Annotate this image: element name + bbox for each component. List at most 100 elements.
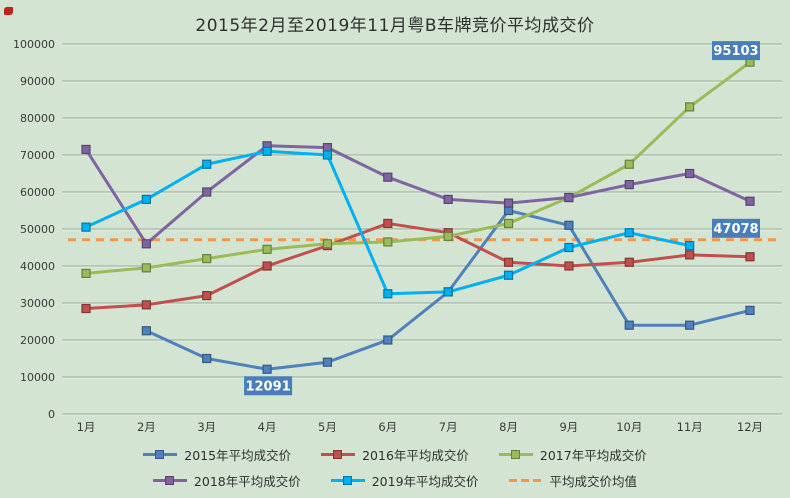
- data-point-2015年平均成交价: [624, 320, 634, 330]
- legend-item-2015: 2015年平均成交价: [143, 445, 291, 464]
- series-line-2016年平均成交价: [85, 221, 751, 311]
- data-point-2019年平均成交价: [624, 228, 634, 238]
- legend-row-1: 2015年平均成交价 2016年平均成交价 2017年平均成交价: [0, 445, 790, 464]
- x-axis-tick-label: 5月: [318, 420, 337, 434]
- data-point-2019年平均成交价: [262, 146, 272, 156]
- legend-label-2019: 2019年平均成交价: [371, 474, 479, 489]
- data-point-2016年平均成交价: [564, 261, 574, 271]
- data-point-2019年平均成交价: [81, 222, 91, 232]
- data-point-2017年平均成交价: [202, 254, 212, 264]
- data-point-2019年平均成交价: [564, 242, 574, 253]
- data-point-2018年平均成交价: [624, 180, 634, 190]
- data-point-2019年平均成交价: [141, 194, 151, 204]
- data-point-2015年平均成交价: [383, 335, 393, 345]
- data-point-2016年平均成交价: [503, 257, 514, 267]
- y-axis-tick-label: 100000: [13, 38, 55, 51]
- legend-swatch-2015-icon: [143, 450, 178, 459]
- series-line-2018年平均成交价: [84, 144, 751, 246]
- legend-swatch-average-icon: [508, 476, 543, 485]
- data-point-2017年平均成交价: [81, 268, 91, 278]
- x-axis-tick-label: 10月: [616, 420, 642, 434]
- data-label-12091: 12091: [245, 379, 290, 394]
- data-point-2016年平均成交价: [745, 252, 755, 262]
- data-label-95103: 95103: [713, 44, 758, 59]
- legend-item-2016: 2016年平均成交价: [321, 445, 469, 464]
- y-axis-tick-label: 40000: [20, 260, 55, 273]
- data-point-2015年平均成交价: [745, 305, 755, 315]
- x-axis-tick-label: 9月: [559, 420, 578, 434]
- data-point-2015年平均成交价: [141, 326, 151, 336]
- legend-swatch-2019-icon: [330, 476, 365, 485]
- legend-label-2016: 2016年平均成交价: [362, 448, 469, 463]
- legend-item-2018: 2018年平均成交价: [152, 471, 301, 490]
- data-point-2019年平均成交价: [685, 241, 695, 251]
- legend-label-average: 平均成交价均值: [549, 474, 638, 489]
- legend-label-2018: 2018年平均成交价: [193, 474, 301, 489]
- data-point-2015年平均成交价: [262, 364, 272, 374]
- legend-label-2017: 2017年平均成交价: [539, 448, 647, 463]
- y-axis-tick-label: 60000: [20, 186, 55, 199]
- y-axis-tick-label: 80000: [20, 112, 55, 125]
- data-point-2018年平均成交价: [81, 144, 91, 155]
- x-axis-tick-label: 8月: [499, 420, 518, 434]
- data-point-2015年平均成交价: [322, 357, 333, 367]
- data-point-2018年平均成交价: [141, 239, 151, 249]
- screen-recording-dot: [4, 7, 13, 15]
- data-point-2018年平均成交价: [564, 192, 574, 203]
- data-point-2018年平均成交价: [745, 196, 755, 206]
- x-axis-tick-label: 11月: [677, 420, 703, 434]
- data-point-2016年平均成交价: [141, 300, 151, 310]
- data-point-2019年平均成交价: [443, 287, 453, 297]
- x-axis-tick-label: 2月: [137, 420, 156, 434]
- y-axis-tick-label: 20000: [20, 334, 55, 347]
- chart-legend: 2015年平均成交价 2016年平均成交价 2017年平均成交价 2018年平均…: [0, 438, 790, 490]
- data-point-2019年平均成交价: [503, 270, 514, 280]
- data-point-2018年平均成交价: [202, 187, 212, 197]
- legend-swatch-2016-icon: [321, 450, 356, 459]
- data-point-2017年平均成交价: [503, 218, 514, 229]
- x-axis-tick-label: 7月: [439, 420, 458, 434]
- data-point-2019年平均成交价: [202, 159, 212, 169]
- data-point-2017年平均成交价: [141, 263, 151, 273]
- chart-title: 2015年2月至2019年11月粤B车牌竞价平均成交价: [195, 16, 595, 36]
- data-label-47078: 47078: [713, 222, 758, 237]
- data-point-2018年平均成交价: [685, 168, 695, 179]
- data-label-box: [712, 218, 760, 238]
- data-point-2017年平均成交价: [383, 237, 393, 247]
- y-axis-tick-label: 70000: [20, 149, 55, 162]
- data-point-2015年平均成交价: [564, 220, 574, 230]
- legend-swatch-2017-icon: [498, 450, 533, 459]
- data-point-2018年平均成交价: [503, 198, 514, 208]
- data-point-2015年平均成交价: [685, 320, 695, 330]
- data-point-2019年平均成交价: [322, 150, 333, 160]
- legend-swatch-2018-icon: [152, 476, 187, 485]
- data-point-2016年平均成交价: [81, 303, 91, 314]
- x-axis-tick-label: 3月: [197, 420, 216, 434]
- data-point-2016年平均成交价: [685, 250, 695, 260]
- series-line-2017年平均成交价: [85, 60, 751, 275]
- legend-item-2017: 2017年平均成交价: [498, 445, 647, 464]
- data-point-2016年平均成交价: [383, 218, 393, 229]
- x-axis-tick-label: 12月: [737, 420, 763, 434]
- legend-label-2015: 2015年平均成交价: [184, 448, 292, 463]
- y-axis-tick-label: 90000: [20, 75, 55, 88]
- data-point-2019年平均成交价: [383, 289, 393, 299]
- y-axis-tick-label: 30000: [20, 297, 55, 310]
- data-point-2017年平均成交价: [685, 102, 695, 112]
- legend-item-average: 平均成交价均值: [508, 471, 638, 490]
- x-axis-tick-label: 6月: [378, 420, 397, 434]
- data-point-2018年平均成交价: [443, 194, 453, 204]
- y-axis-tick-label: 10000: [20, 371, 55, 384]
- data-point-2016年平均成交价: [262, 261, 272, 271]
- data-point-2015年平均成交价: [202, 353, 212, 364]
- data-point-2016年平均成交价: [202, 291, 212, 301]
- legend-row-2: 2018年平均成交价 2019年平均成交价 平均成交价均值: [0, 471, 790, 490]
- legend-item-2019: 2019年平均成交价: [330, 471, 479, 490]
- x-axis-tick-label: 1月: [77, 420, 96, 434]
- data-label-box: [712, 41, 760, 61]
- data-point-2017年平均成交价: [443, 231, 453, 241]
- data-point-2017年平均成交价: [322, 239, 333, 249]
- x-axis-tick-label: 4月: [258, 420, 277, 434]
- data-label-box: [244, 376, 293, 396]
